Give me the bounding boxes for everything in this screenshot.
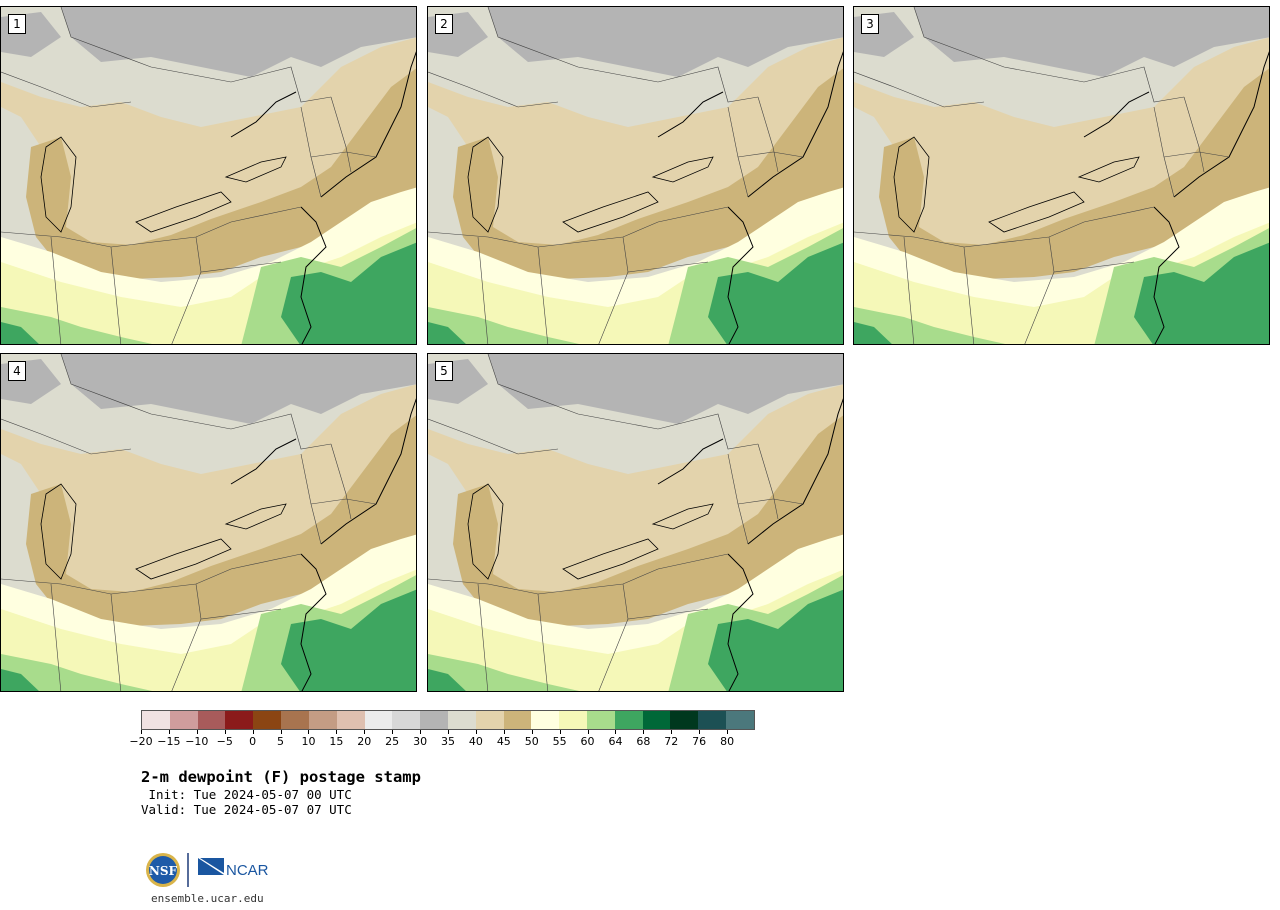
colorbar-tick-label: 10 xyxy=(301,735,316,748)
init-time: Init: Tue 2024-05-07 00 UTC xyxy=(141,787,352,802)
colorbar-tick-mark xyxy=(503,730,505,734)
colorbar-tick-label: 45 xyxy=(496,735,511,748)
colorbar-tick-mark xyxy=(475,730,477,734)
colorbar-tick-mark xyxy=(727,730,729,734)
dewpoint-map-4 xyxy=(1,354,416,691)
colorbar-tick-label: 55 xyxy=(552,735,567,748)
valid-time: Valid: Tue 2024-05-07 07 UTC xyxy=(141,802,352,817)
colorbar-tick-label: 30 xyxy=(413,735,428,748)
colorbar-tick-label: 64 xyxy=(608,735,623,748)
colorbar-swatch-17 xyxy=(614,711,643,729)
colorbar-swatch-3 xyxy=(225,711,254,729)
colorbar-swatch-16 xyxy=(587,711,615,729)
colorbar-swatch-10 xyxy=(420,711,448,729)
panel-number-4: 4 xyxy=(8,361,26,381)
colorbar-swatch-9 xyxy=(392,711,421,729)
nsf-ncar-logo: NSF NCAR xyxy=(146,853,269,887)
map-panel-2: 2 xyxy=(427,6,844,345)
colorbar-tick-mark xyxy=(559,730,561,734)
colorbar-tick-label: 72 xyxy=(664,735,679,748)
panel-number-2: 2 xyxy=(435,14,453,34)
colorbar-tick-mark xyxy=(643,730,645,734)
colorbar-swatch-8 xyxy=(364,711,393,729)
colorbar-tick-label: 40 xyxy=(468,735,483,748)
colorbar-ticks: −20 −15 −10 −5 0 5 10 15 20 25 30 35 40 45 50 55 60 64 68 7… xyxy=(129,730,755,754)
colorbar-swatch-5 xyxy=(281,711,309,729)
colorbar-tick-label: −5 xyxy=(216,735,233,748)
colorbar-swatch-14 xyxy=(531,711,560,729)
colorbar-swatch-20 xyxy=(698,711,727,729)
colorbar-swatch-12 xyxy=(475,711,504,729)
colorbar-swatch-11 xyxy=(447,711,476,729)
panel-number-3: 3 xyxy=(861,14,879,34)
colorbar-tick-label: −20 xyxy=(129,735,153,748)
panel-number-5: 5 xyxy=(435,361,453,381)
colorbar-tick-label: 50 xyxy=(524,735,539,748)
colorbar-tick-mark xyxy=(364,730,366,734)
dewpoint-map-3 xyxy=(854,7,1269,344)
colorbar-tick-mark xyxy=(141,730,142,734)
colorbar-tick-label: 60 xyxy=(580,735,595,748)
colorbar-tick-mark xyxy=(392,730,394,734)
colorbar-tick-mark xyxy=(699,730,701,734)
colorbar-tick-mark xyxy=(587,730,589,734)
map-panel-3: 3 xyxy=(853,6,1270,345)
colorbar-tick-mark xyxy=(531,730,533,734)
nsf-logo-text: NSF xyxy=(149,864,178,878)
colorbar-tick-label: 76 xyxy=(692,735,707,748)
colorbar-tick-label: 5 xyxy=(277,735,285,748)
colorbar-tick-mark xyxy=(420,730,422,734)
sponsor-logos: NSF NCAR xyxy=(144,850,274,892)
map-panel-5: 5 xyxy=(427,353,844,692)
site-url: ensemble.ucar.edu xyxy=(151,892,264,905)
colorbar-tick-label: 68 xyxy=(636,735,651,748)
colorbar-swatch-1 xyxy=(169,711,198,729)
colorbar-tick-mark xyxy=(671,730,673,734)
dewpoint-map-1 xyxy=(1,7,416,344)
colorbar-swatch-19 xyxy=(670,711,699,729)
chart-title: 2-m dewpoint (F) postage stamp xyxy=(141,768,421,786)
colorbar-swatch-7 xyxy=(336,711,365,729)
colorbar-tick-label: 15 xyxy=(329,735,344,748)
colorbar-tick-label: −15 xyxy=(157,735,181,748)
colorbar-swatch-21 xyxy=(726,711,754,729)
colorbar-tick-label: 20 xyxy=(357,735,372,748)
colorbar-swatch-13 xyxy=(503,711,532,729)
map-panel-1: 1 xyxy=(0,6,417,345)
colorbar-tick-mark xyxy=(280,730,282,734)
colorbar-swatch-4 xyxy=(253,711,282,729)
colorbar-tick-label: 35 xyxy=(441,735,455,748)
colorbar-tick-mark xyxy=(168,730,170,734)
colorbar-tick-mark xyxy=(308,730,310,734)
colorbar-tick-label: −10 xyxy=(185,735,209,748)
colorbar-tick-label: 25 xyxy=(385,735,400,748)
colorbar-tick-mark xyxy=(196,730,198,734)
dewpoint-map-2 xyxy=(428,7,843,344)
colorbar-swatch-2 xyxy=(197,711,226,729)
ncar-logo-text: NCAR xyxy=(226,862,269,879)
panel-number-1: 1 xyxy=(8,14,26,34)
colorbar xyxy=(141,710,755,730)
colorbar-tick-mark xyxy=(448,730,449,734)
colorbar-swatch-18 xyxy=(642,711,671,729)
colorbar-swatch-6 xyxy=(308,711,337,729)
colorbar-tick-mark xyxy=(615,730,617,734)
map-panel-4: 4 xyxy=(0,353,417,692)
colorbar-tick-label: 0 xyxy=(249,735,257,748)
colorbar-swatch-0 xyxy=(142,711,170,729)
colorbar-swatch-15 xyxy=(559,711,587,729)
colorbar-tick-mark xyxy=(252,730,254,734)
colorbar-tick-mark xyxy=(224,730,226,734)
colorbar-tick-label: 80 xyxy=(720,735,735,748)
colorbar-tick-mark xyxy=(336,730,338,734)
dewpoint-map-5 xyxy=(428,354,843,691)
